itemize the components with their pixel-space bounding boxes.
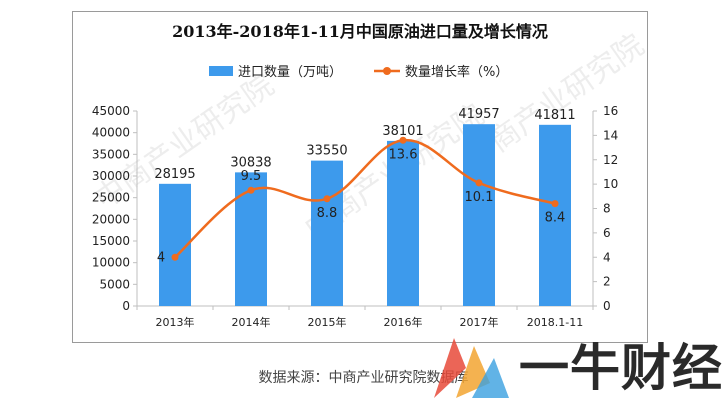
bar-value-label: 33550: [306, 144, 347, 159]
x-tick-label: 2015年: [308, 315, 347, 329]
growth-rate-point: [171, 253, 179, 261]
y-left-tick-label: 15000: [92, 234, 130, 248]
y-left-tick-label: 45000: [92, 104, 130, 118]
y-right-tick-label: 2: [603, 275, 611, 289]
y-left-tick-label: 25000: [92, 191, 130, 205]
bar: [311, 160, 343, 306]
bar: [387, 140, 419, 306]
bar-value-label: 41957: [458, 107, 499, 122]
y-left-tick-label: 40000: [92, 126, 130, 140]
y-right-tick-label: 10: [603, 177, 618, 191]
y-right-tick-label: 6: [603, 226, 611, 240]
y-left-tick-label: 5000: [99, 277, 130, 291]
legend-label-line: 数量增长率（%）: [405, 64, 508, 80]
y-right-tick-label: 16: [603, 104, 618, 118]
y-right-tick-label: 0: [603, 299, 611, 313]
brand-logo: 一牛财经: [424, 328, 724, 403]
bar-value-label: 38101: [382, 124, 423, 139]
bar-value-label: 30838: [230, 155, 271, 170]
rate-value-label: 4: [157, 250, 165, 265]
rate-value-label: 8.4: [545, 211, 566, 226]
y-left-tick-label: 10000: [92, 256, 130, 270]
x-tick-label: 2013年: [156, 315, 195, 329]
bars-layer: [159, 124, 571, 306]
legend: 进口数量（万吨） 数量增长率（%）: [209, 64, 508, 80]
rate-value-label: 9.5: [241, 169, 262, 184]
y-left-tick-label: 35000: [92, 147, 130, 161]
rate-value-label: 10.1: [465, 190, 494, 205]
logo-mark-icon: [434, 338, 509, 398]
y-left-tick-label: 0: [122, 299, 130, 313]
bar: [539, 124, 571, 306]
data-source-note: 数据来源：中商产业研究院数据库: [258, 370, 469, 386]
x-tick-label: 2017年: [460, 315, 499, 329]
axes-layer: 0 5000 10000 15000 20000 25000 30000 35000 40000…: [92, 104, 618, 329]
growth-rate-point: [323, 195, 331, 203]
growth-rate-point: [475, 179, 483, 187]
y-left-tick-label: 20000: [92, 212, 130, 226]
bar-value-label: 28195: [154, 167, 195, 182]
y-right-tick-label: 14: [603, 128, 618, 142]
growth-rate-point: [247, 186, 255, 194]
bar-value-label: 41811: [534, 108, 575, 123]
legend-label-bar: 进口数量（万吨）: [238, 65, 342, 80]
y-right-tick-label: 12: [603, 153, 618, 167]
labels-layer: 28195 30838 33550 38101 41957 41811 4 9.5 8.8 13.…: [154, 107, 575, 265]
chart-title: 2013年-2018年1-11月中国原油进口量及增长情况: [172, 22, 548, 41]
growth-rate-point: [399, 136, 407, 144]
logo-text: 一牛财经: [519, 339, 723, 397]
y-right-tick-label: 8: [603, 202, 611, 216]
x-tick-label: 2014年: [232, 315, 271, 329]
legend-swatch-bar: [209, 66, 233, 76]
rate-value-label: 8.8: [317, 206, 338, 221]
line-layer: [171, 136, 559, 261]
x-tick-label: 2016年: [384, 315, 423, 329]
x-tick-label: 2018.1-11: [527, 316, 583, 329]
y-right-tick-label: 4: [603, 250, 611, 264]
y-left-tick-label: 30000: [92, 169, 130, 183]
legend-swatch-marker: [383, 67, 391, 75]
bar: [463, 124, 495, 306]
growth-rate-point: [551, 200, 559, 208]
rate-value-label: 13.6: [389, 147, 418, 162]
